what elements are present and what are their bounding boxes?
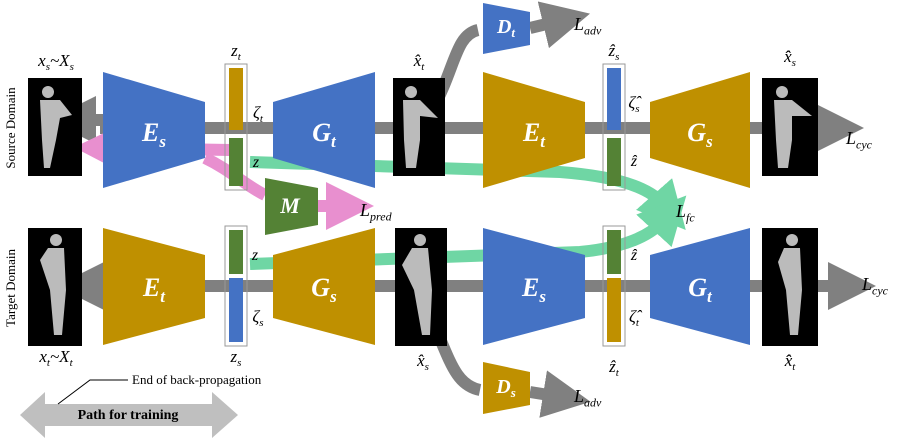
symbol: L bbox=[573, 14, 584, 34]
symbol-label: x̂̂t bbox=[784, 351, 797, 373]
subscript: t bbox=[511, 25, 515, 40]
symbol-label: Lpred bbox=[359, 200, 393, 223]
symbol-label: ẑs bbox=[608, 41, 620, 63]
subscript: adv bbox=[584, 395, 602, 409]
symbol-label: ẑt bbox=[608, 357, 620, 379]
symbol: E bbox=[142, 273, 160, 302]
symbol: ẑ bbox=[630, 153, 638, 170]
domain-label: Target Domain bbox=[3, 249, 18, 327]
subscript: s bbox=[792, 57, 796, 69]
symbol: L bbox=[359, 200, 370, 220]
symbol: L bbox=[845, 128, 856, 148]
symbol: G bbox=[688, 273, 707, 302]
symbol-label: ζt bbox=[253, 103, 264, 125]
legend-pointer bbox=[58, 380, 128, 404]
domain-label: Source Domain bbox=[3, 87, 18, 169]
subscript: s bbox=[705, 132, 713, 151]
subscript: fc bbox=[686, 210, 695, 224]
ds-out bbox=[530, 392, 555, 396]
arrows bbox=[84, 22, 840, 396]
symbol: L bbox=[675, 201, 686, 221]
latent-bar bbox=[229, 278, 243, 342]
subscript: s bbox=[237, 357, 241, 369]
symbol-label: Lcyc bbox=[845, 128, 873, 151]
symbol-label: xt~Xt bbox=[38, 347, 73, 369]
symbol: E bbox=[521, 273, 539, 302]
symbol: z bbox=[252, 154, 260, 171]
diagram: Source Domain Target Domain End of back-… bbox=[0, 0, 910, 445]
symbol-label: x̂̂s bbox=[783, 47, 796, 69]
legend: End of back-propagation Path for trainin… bbox=[20, 372, 262, 438]
symbol-label: x̂t bbox=[413, 51, 426, 73]
symbol-label: Lfc bbox=[675, 201, 695, 224]
symbol: ẑ bbox=[630, 247, 638, 264]
subscript: s bbox=[329, 287, 337, 306]
subscript: s bbox=[615, 51, 619, 63]
subscript: s bbox=[259, 317, 263, 329]
latent-bar bbox=[607, 68, 621, 130]
symbol-label: xs~Xs bbox=[37, 51, 74, 73]
symbol-label: z bbox=[252, 154, 260, 171]
symbol-label: Lcyc bbox=[861, 274, 889, 297]
subscript: t bbox=[421, 61, 425, 73]
symbol-label: Ladv bbox=[573, 14, 602, 37]
symbol: M bbox=[279, 193, 301, 218]
subscript: t bbox=[70, 357, 74, 369]
subscript: s bbox=[635, 103, 639, 115]
subscript: t bbox=[238, 51, 242, 63]
symbol-label: ẑ bbox=[630, 247, 638, 264]
legend-label: Path for training bbox=[78, 408, 179, 423]
subscript: t bbox=[792, 361, 796, 373]
symbol: G bbox=[311, 273, 330, 302]
symbol-label: ζ̂t bbox=[629, 307, 643, 329]
latent-bar bbox=[229, 68, 243, 130]
subscript: s bbox=[425, 361, 429, 373]
symbol: E bbox=[141, 118, 159, 147]
subscript: s bbox=[510, 385, 516, 400]
subscript: pred bbox=[369, 209, 393, 223]
subscript: adv bbox=[584, 23, 602, 37]
symbol: D bbox=[495, 376, 510, 398]
symbol-label: ζ̂s bbox=[628, 93, 642, 115]
symbol: L bbox=[861, 274, 872, 294]
subscript: s bbox=[158, 132, 166, 151]
symbol: E bbox=[522, 118, 540, 147]
latent-bar bbox=[607, 278, 621, 342]
symbol-label: zs bbox=[230, 347, 242, 369]
subscript: cyc bbox=[856, 137, 873, 151]
subscript: s bbox=[70, 61, 74, 73]
symbol: G bbox=[687, 118, 706, 147]
symbol: ~X bbox=[50, 347, 70, 366]
symbol: D bbox=[496, 16, 511, 38]
modules bbox=[103, 3, 750, 414]
subscript: t bbox=[616, 367, 620, 379]
symbol-label: x̂s bbox=[416, 351, 429, 373]
dt-out bbox=[530, 22, 555, 28]
symbol: ~X bbox=[50, 51, 70, 70]
subscript: t bbox=[636, 317, 640, 329]
latent-bar bbox=[229, 230, 243, 274]
symbol-label: ζs bbox=[252, 307, 263, 329]
symbol-label: Ladv bbox=[573, 386, 602, 409]
symbol-label: z bbox=[251, 247, 259, 264]
symbol: L bbox=[573, 386, 584, 406]
module-label: M bbox=[279, 193, 301, 218]
subscript: cyc bbox=[872, 283, 889, 297]
latent-bar bbox=[607, 230, 621, 274]
latent-bar bbox=[229, 138, 243, 186]
symbol-label: ẑ bbox=[630, 153, 638, 170]
legend-note: End of back-propagation bbox=[132, 372, 262, 387]
subscript: s bbox=[538, 287, 546, 306]
symbol-label: zt bbox=[230, 41, 242, 63]
symbol: z bbox=[251, 247, 259, 264]
latent-bar bbox=[607, 138, 621, 186]
symbol: G bbox=[312, 118, 331, 147]
